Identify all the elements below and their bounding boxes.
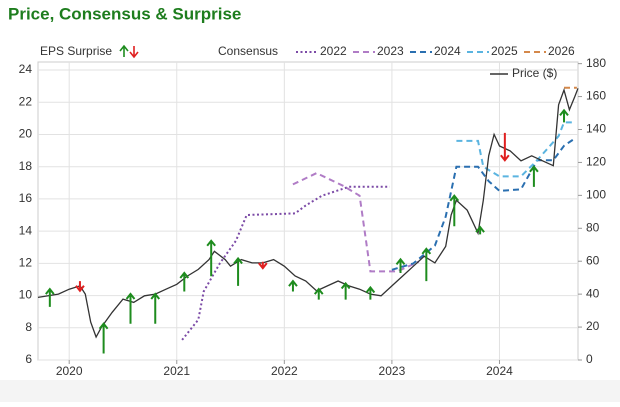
- x-tick-label: 2022: [271, 364, 298, 378]
- y-tick-label: 22: [19, 94, 33, 108]
- surprise-arrow: [75, 281, 85, 293]
- y2-tick-label: 140: [586, 122, 606, 136]
- surprise-arrow: [150, 292, 161, 324]
- y-tick-label: 24: [19, 62, 33, 76]
- y2-tick-label: 0: [586, 352, 593, 366]
- y2-tick-label: 20: [586, 319, 600, 333]
- surprise-legend-label: EPS Surprise: [40, 44, 112, 58]
- y2-tick-label: 120: [586, 155, 606, 169]
- series-line: [391, 137, 576, 271]
- x-tick-label: 2021: [163, 364, 190, 378]
- legend-label: 2024: [434, 44, 461, 58]
- surprise-arrow: [179, 271, 190, 292]
- surprise-arrow: [98, 322, 109, 354]
- legend-down-arrow: [129, 46, 139, 59]
- surprise-arrow: [233, 256, 243, 286]
- y-tick-label: 16: [19, 191, 33, 205]
- x-tick-label: 2024: [486, 364, 513, 378]
- footer-band: [0, 380, 620, 402]
- surprise-arrow: [500, 132, 510, 162]
- surprise-arrow: [258, 261, 268, 270]
- chart-title: Price, Consensus & Surprise: [8, 4, 241, 23]
- surprise-arrow: [559, 108, 569, 123]
- y2-tick-label: 180: [586, 56, 606, 70]
- y2-tick-label: 80: [586, 220, 600, 234]
- series-line: [181, 185, 390, 341]
- y-tick-label: 10: [19, 288, 33, 302]
- legend-label: 2026: [548, 44, 575, 58]
- y-tick-label: 8: [25, 320, 32, 334]
- x-tick-label: 2020: [56, 364, 83, 378]
- y-tick-label: 18: [19, 159, 33, 173]
- y-tick-label: 14: [19, 223, 33, 237]
- series-line: [292, 171, 420, 273]
- legend-label: 2023: [377, 44, 404, 58]
- legend-label: 2025: [491, 44, 518, 58]
- surprise-arrow: [421, 247, 432, 282]
- legend-label: Price ($): [512, 66, 557, 80]
- surprise-arrow: [340, 281, 351, 300]
- surprise-arrow: [125, 292, 136, 324]
- plot-area: [37, 61, 579, 361]
- surprise-arrow: [365, 285, 376, 300]
- x-tick-label: 2023: [379, 364, 406, 378]
- y2-tick-label: 160: [586, 89, 606, 103]
- legend-label: 2022: [320, 44, 347, 58]
- surprise-arrow: [206, 239, 216, 277]
- surprise-arrow: [475, 225, 485, 235]
- consensus-legend-label: Consensus: [218, 44, 278, 58]
- surprise-arrow: [395, 257, 406, 274]
- y-tick-label: 20: [19, 127, 33, 141]
- y-tick-label: 6: [25, 352, 32, 366]
- surprise-arrow: [288, 279, 298, 292]
- legend-up-arrow: [119, 44, 129, 57]
- y-tick-label: 12: [19, 256, 33, 270]
- surprise-arrow: [313, 287, 324, 300]
- y2-tick-label: 40: [586, 286, 600, 300]
- surprise-arrow: [449, 194, 460, 227]
- surprise-arrow: [529, 165, 539, 187]
- surprise-arrow: [45, 287, 55, 307]
- series-line: [456, 121, 575, 178]
- y2-tick-label: 100: [586, 188, 606, 202]
- y2-tick-label: 60: [586, 253, 600, 267]
